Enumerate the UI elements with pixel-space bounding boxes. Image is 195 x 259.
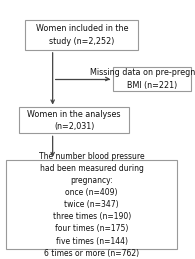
FancyBboxPatch shape — [20, 107, 129, 133]
FancyBboxPatch shape — [113, 67, 191, 91]
Text: Women included in the
study (n=2,252): Women included in the study (n=2,252) — [36, 24, 128, 46]
Text: The number blood pressure
had been measured during
pregnancy:
once (n=409)
twice: The number blood pressure had been measu… — [39, 152, 144, 258]
FancyBboxPatch shape — [6, 160, 177, 249]
Text: Missing data on pre-pregnancy
BMI (n=221): Missing data on pre-pregnancy BMI (n=221… — [90, 68, 195, 90]
Text: Women in the analyses
(n=2,031): Women in the analyses (n=2,031) — [27, 110, 121, 131]
FancyBboxPatch shape — [25, 20, 138, 50]
